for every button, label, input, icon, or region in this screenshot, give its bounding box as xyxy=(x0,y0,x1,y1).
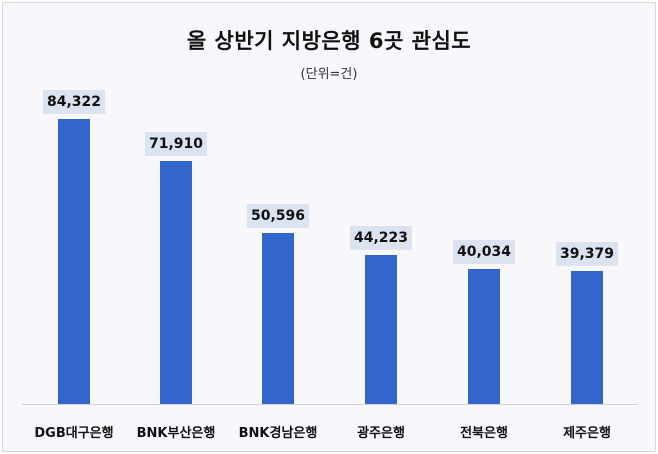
data-label: 40,034 xyxy=(453,240,515,264)
chart-subtitle: (단위=건) xyxy=(300,67,358,82)
category-label: 광주은행 xyxy=(357,426,405,441)
data-label: 71,910 xyxy=(145,132,207,156)
bar xyxy=(468,269,500,404)
category-label: 전북은행 xyxy=(460,426,508,441)
bar xyxy=(58,119,90,404)
bar xyxy=(160,161,192,404)
chart-title: 올 상반기 지방은행 6곳 관심도 xyxy=(186,29,472,53)
bar xyxy=(365,255,397,404)
category-label: BNK경남은행 xyxy=(238,426,318,441)
data-label: 84,322 xyxy=(43,90,105,114)
bar xyxy=(262,233,294,404)
x-axis-line xyxy=(22,404,638,405)
category-label: BNK부산은행 xyxy=(136,426,216,441)
data-label: 44,223 xyxy=(350,226,412,250)
bar xyxy=(571,271,603,404)
data-label: 50,596 xyxy=(247,204,309,228)
category-label: DGB대구은행 xyxy=(34,426,114,441)
plot-area: 84,322 71,910 50,596 44,223 40,034 39,379 xyxy=(22,3,638,404)
category-label: 제주은행 xyxy=(563,426,611,441)
data-label: 39,379 xyxy=(556,242,618,266)
